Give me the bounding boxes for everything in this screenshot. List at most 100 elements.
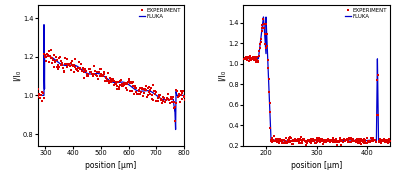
EXPERIMENT [299,141,305,144]
EXPERIMENT [386,140,392,143]
EXPERIMENT [320,141,327,144]
EXPERIMENT [297,138,303,141]
EXPERIMENT [367,141,373,144]
EXPERIMENT [37,97,43,100]
EXPERIMENT [107,77,113,80]
EXPERIMENT [349,139,356,142]
EXPERIMENT [264,45,270,48]
EXPERIMENT [310,138,316,141]
EXPERIMENT [89,73,95,76]
EXPERIMENT [275,138,281,141]
EXPERIMENT [297,141,303,144]
EXPERIMENT [284,141,290,143]
EXPERIMENT [329,140,336,143]
EXPERIMENT [165,92,171,95]
EXPERIMENT [35,96,41,98]
EXPERIMENT [341,137,347,140]
EXPERIMENT [245,56,251,59]
EXPERIMENT [93,74,99,77]
EXPERIMENT [280,139,287,142]
EXPERIMENT [282,140,288,143]
EXPERIMENT [103,75,109,78]
EXPERIMENT [128,81,134,84]
EXPERIMENT [272,140,278,143]
EXPERIMENT [294,140,301,143]
EXPERIMENT [321,138,327,141]
EXPERIMENT [104,80,110,83]
EXPERIMENT [326,138,332,141]
EXPERIMENT [249,57,256,60]
EXPERIMENT [133,91,139,94]
EXPERIMENT [279,141,286,144]
EXPERIMENT [244,56,251,59]
EXPERIMENT [68,68,74,71]
EXPERIMENT [347,138,354,141]
EXPERIMENT [322,140,328,143]
EXPERIMENT [328,139,335,142]
EXPERIMENT [69,64,75,67]
EXPERIMENT [353,138,360,141]
EXPERIMENT [180,89,186,92]
EXPERIMENT [158,102,165,104]
FLUKA [131,88,136,90]
EXPERIMENT [265,58,271,61]
EXPERIMENT [362,141,369,144]
EXPERIMENT [290,142,296,145]
EXPERIMENT [380,139,386,142]
EXPERIMENT [150,98,156,101]
EXPERIMENT [325,140,331,143]
EXPERIMENT [76,68,83,70]
EXPERIMENT [65,63,72,66]
EXPERIMENT [365,141,371,143]
EXPERIMENT [38,100,45,103]
EXPERIMENT [168,98,174,101]
EXPERIMENT [252,58,259,61]
EXPERIMENT [264,32,270,35]
EXPERIMENT [284,141,291,144]
EXPERIMENT [345,140,352,143]
EXPERIMENT [256,50,263,52]
EXPERIMENT [360,141,366,144]
EXPERIMENT [338,140,344,143]
EXPERIMENT [132,84,138,87]
EXPERIMENT [362,139,368,142]
EXPERIMENT [246,60,252,63]
FLUKA [297,139,302,141]
EXPERIMENT [266,90,272,93]
EXPERIMENT [305,140,312,143]
EXPERIMENT [254,56,260,59]
Y-axis label: I/I₀: I/I₀ [218,70,227,81]
EXPERIMENT [94,71,101,74]
EXPERIMENT [280,139,286,142]
EXPERIMENT [92,69,98,72]
EXPERIMENT [146,90,152,93]
EXPERIMENT [143,89,150,92]
FLUKA [336,140,341,142]
EXPERIMENT [50,58,56,61]
EXPERIMENT [350,140,356,143]
EXPERIMENT [327,140,333,143]
EXPERIMENT [358,137,364,140]
EXPERIMENT [103,76,109,79]
EXPERIMENT [243,59,249,62]
EXPERIMENT [48,49,54,52]
EXPERIMENT [78,63,84,66]
EXPERIMENT [86,67,93,70]
EXPERIMENT [303,144,309,147]
EXPERIMENT [50,65,57,68]
EXPERIMENT [350,137,356,140]
EXPERIMENT [129,85,136,88]
EXPERIMENT [369,136,376,139]
EXPERIMENT [60,66,66,69]
EXPERIMENT [356,140,362,143]
Legend: EXPERIMENT, FLUKA: EXPERIMENT, FLUKA [139,7,182,19]
EXPERIMENT [84,75,90,78]
EXPERIMENT [105,80,112,83]
FLUKA [42,23,46,26]
EXPERIMENT [172,120,179,122]
EXPERIMENT [343,139,349,142]
EXPERIMENT [308,139,315,142]
EXPERIMENT [300,137,306,140]
EXPERIMENT [295,138,301,141]
EXPERIMENT [250,55,256,58]
